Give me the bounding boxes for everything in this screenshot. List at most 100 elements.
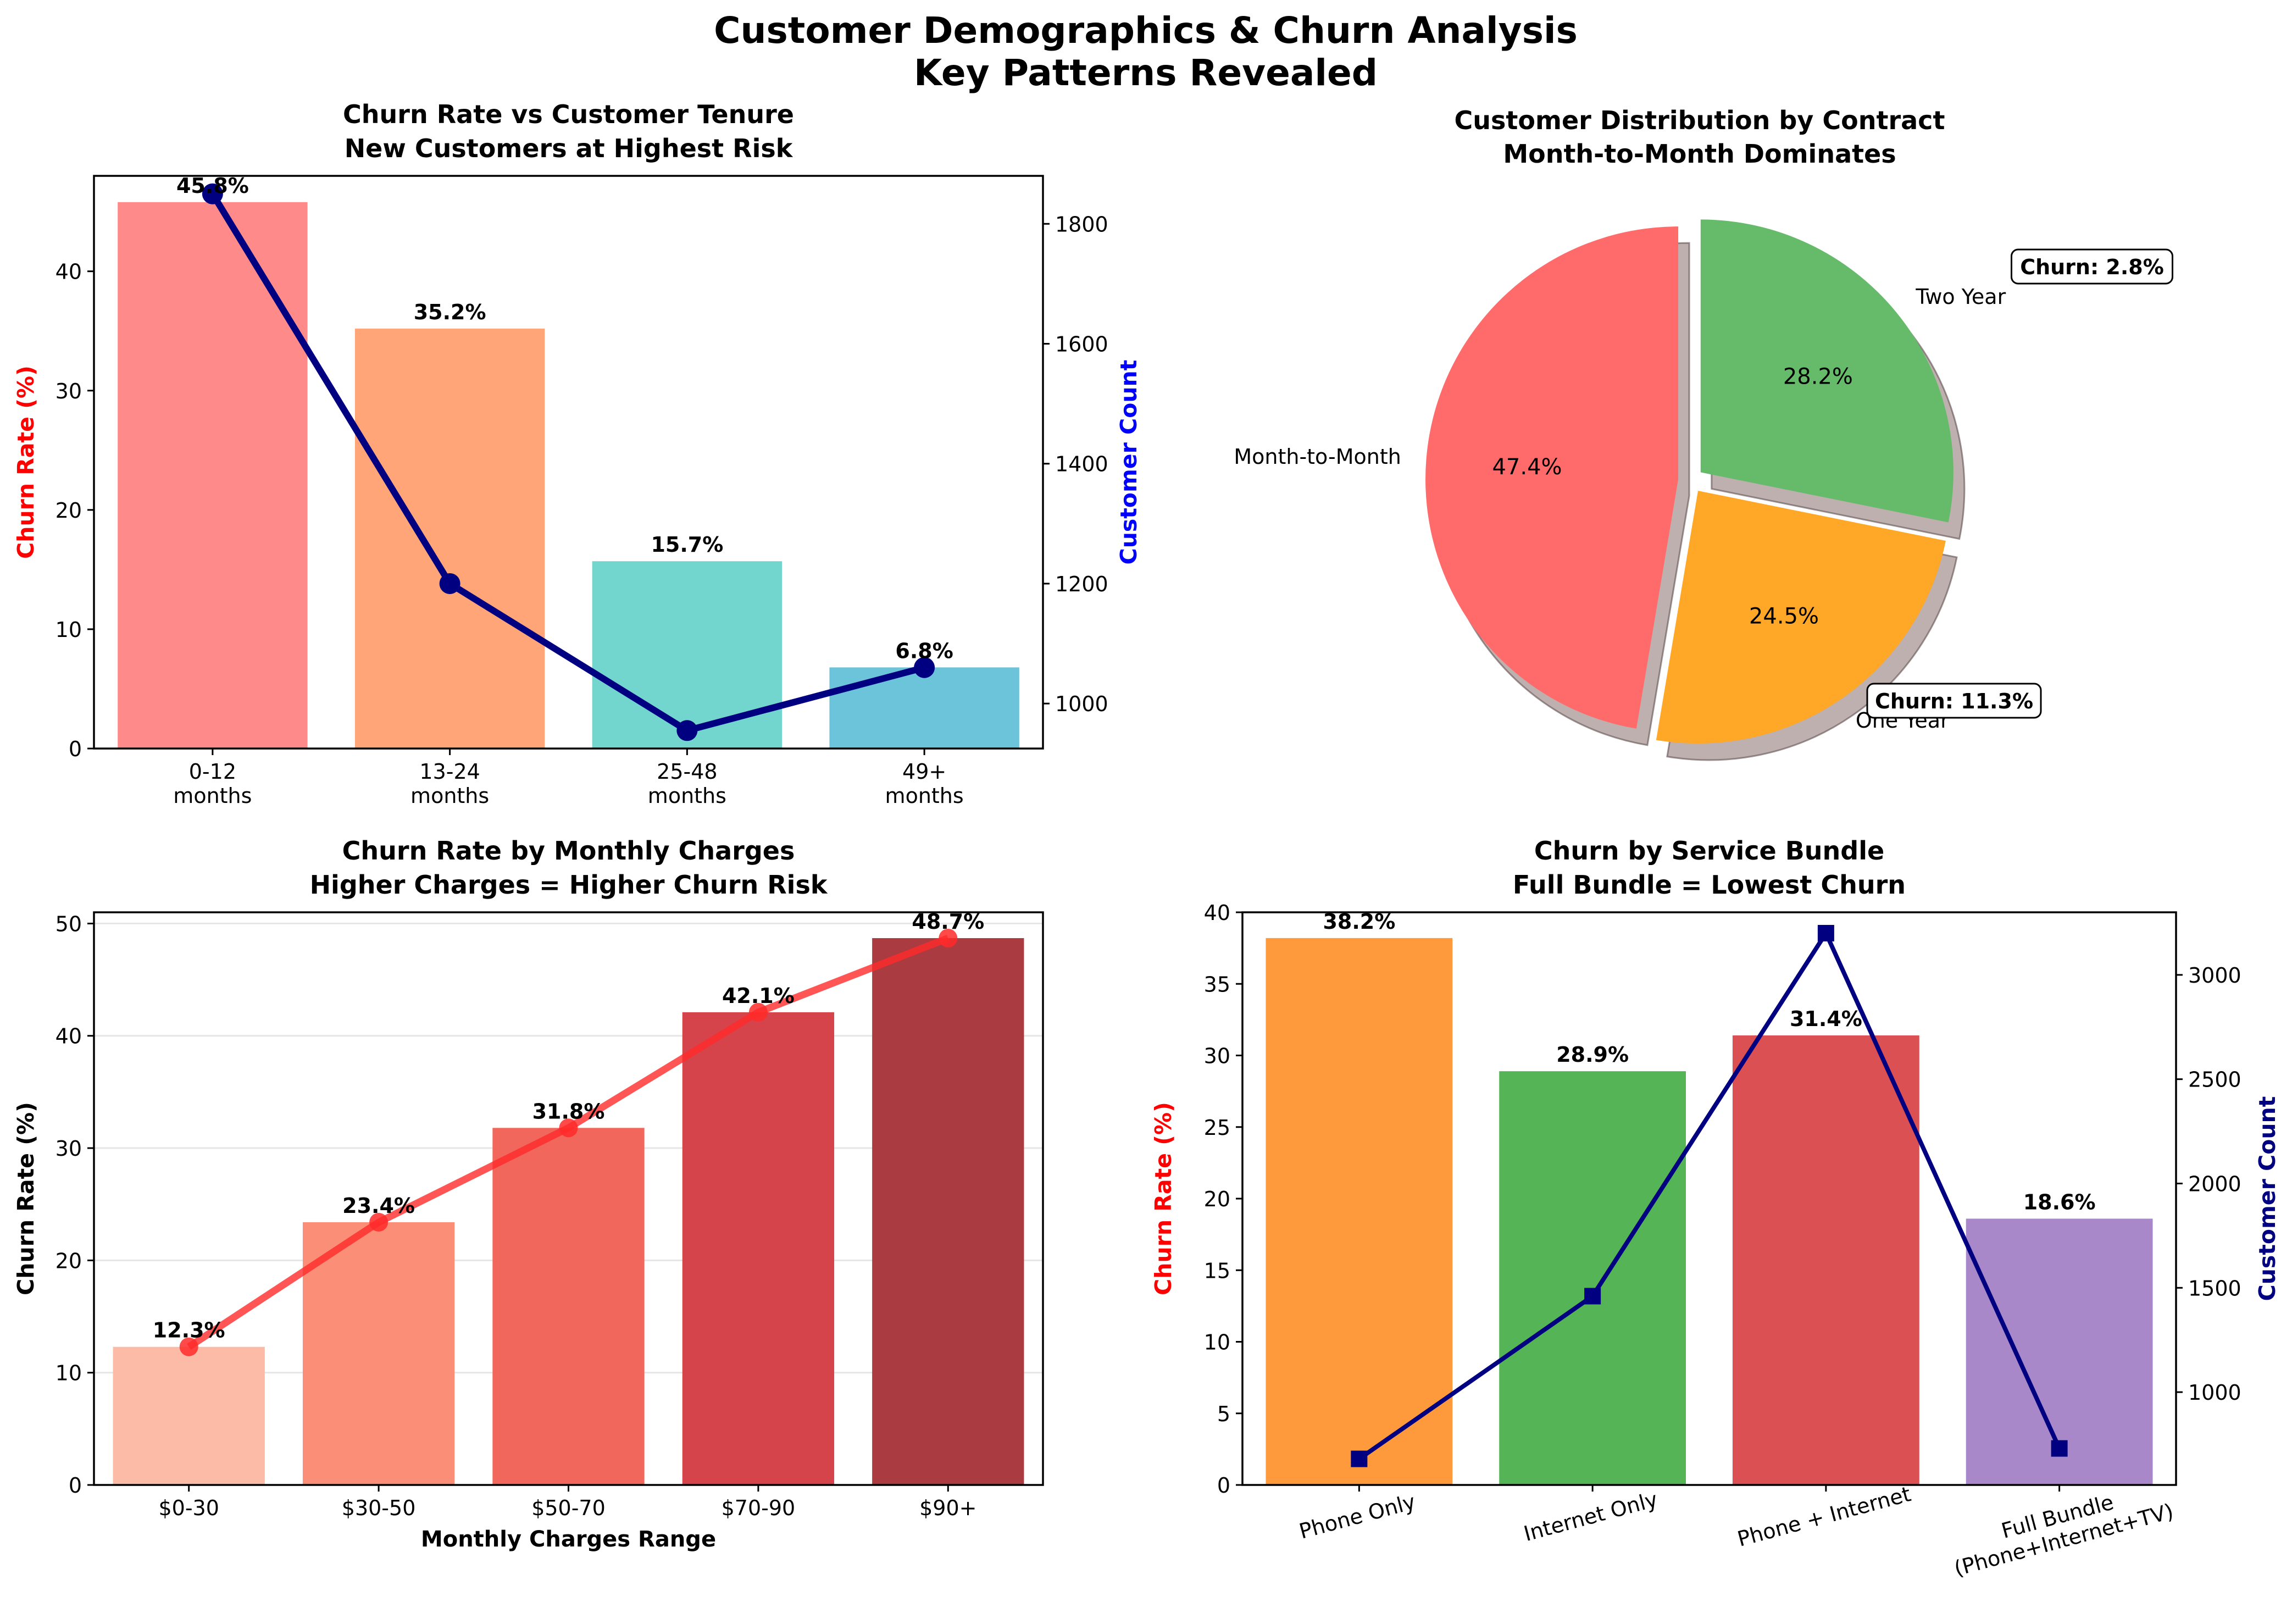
bar	[682, 1012, 835, 1485]
y2-tick-label: 1400	[1055, 452, 1108, 476]
pie-pct-label: 24.5%	[1749, 603, 1819, 629]
y-tick-label: 20	[56, 1249, 82, 1273]
bar	[302, 1222, 455, 1485]
chart-title-line1: Customer Distribution by Contract	[1455, 106, 1945, 135]
bar	[1732, 1035, 1919, 1485]
y-tick-label: 40	[56, 1024, 82, 1049]
y-tick-label: 20	[1204, 1187, 1230, 1211]
bar	[354, 328, 545, 749]
charges-chart-panel: Churn Rate by Monthly Charges Higher Char…	[13, 836, 1044, 1552]
bar	[118, 202, 308, 749]
bar-value-label: 42.1%	[722, 984, 795, 1008]
chart-title-line1: Churn Rate by Monthly Charges	[342, 836, 795, 866]
bar-value-label: 48.7%	[912, 910, 984, 934]
customer-count-point	[1584, 1288, 1601, 1305]
y2-tick-label: 1000	[1055, 692, 1108, 716]
chart-title-line2: New Customers at Highest Risk	[345, 134, 793, 163]
bar-value-label: 15.7%	[651, 533, 723, 557]
customer-count-line	[209, 192, 925, 734]
bar-value-label: 35.2%	[414, 300, 486, 324]
x-axis-label: Monthly Charges Range	[421, 1527, 716, 1552]
customer-count-point	[914, 657, 935, 678]
bar-value-label: 45.8%	[176, 174, 249, 198]
x-tick-label: $70-90	[722, 1496, 796, 1520]
x-tick-label: $30-50	[342, 1496, 416, 1520]
churn-annotation: Churn: 11.3%	[1875, 689, 2033, 713]
y2-tick-label: 1500	[2188, 1276, 2241, 1300]
churn-trend-point	[748, 1002, 768, 1022]
bar	[1499, 1071, 1686, 1485]
bar	[829, 667, 1019, 749]
y-tick-label: 10	[1204, 1331, 1230, 1355]
chart-title-line2: Higher Charges = Higher Churn Risk	[310, 870, 828, 900]
y2-tick-label: 2000	[2188, 1172, 2241, 1196]
chart-title-line2: Full Bundle = Lowest Churn	[1513, 870, 1906, 900]
x-tick-label: 25-48 months	[648, 760, 726, 808]
pie-slice	[1700, 219, 1954, 523]
y-tick-label: 10	[56, 1361, 82, 1385]
pie-slice-label: Month-to-Month	[1234, 445, 1401, 469]
y-axis-label: Churn Rate (%)	[13, 1102, 39, 1295]
secondary-y-axis-label: Customer Count	[2254, 1096, 2280, 1301]
customer-count-point	[2051, 1440, 2068, 1457]
bar-value-label: 38.2%	[1323, 910, 1395, 934]
x-tick-label: 0-12 months	[173, 760, 252, 808]
bar-value-label: 12.3%	[153, 1318, 225, 1343]
bar-value-label: 18.6%	[2023, 1190, 2096, 1214]
tenure-chart-panel: Churn Rate vs Customer Tenure New Custome…	[13, 99, 1142, 808]
y-tick-label: 0	[1217, 1473, 1230, 1498]
pie-slice	[1425, 226, 1679, 729]
pie-slice-label: Two Year	[1915, 285, 2006, 309]
y-tick-label: 5	[1217, 1402, 1230, 1426]
secondary-y-axis-label: Customer Count	[1116, 360, 1142, 565]
y-tick-label: 20	[56, 498, 82, 523]
figure-title-line2: Key Patterns Revealed	[914, 52, 1378, 94]
y2-tick-label: 1000	[2188, 1381, 2241, 1405]
y2-tick-label: 1600	[1055, 332, 1108, 357]
y-tick-label: 40	[56, 260, 82, 284]
pie-pct-label: 47.4%	[1492, 455, 1562, 480]
chart-title-line2: Month-to-Month Dominates	[1503, 139, 1896, 169]
bar	[592, 561, 783, 749]
y2-tick-label: 2500	[2188, 1068, 2241, 1092]
y-tick-label: 15	[1204, 1259, 1230, 1283]
churn-annotation-box	[2011, 248, 2173, 285]
bar	[492, 1128, 645, 1485]
churn-annotation: Churn: 2.8%	[2020, 255, 2164, 279]
churn-trend-point	[179, 1337, 198, 1356]
y2-tick-label: 3000	[2188, 963, 2241, 988]
figure-title-line1: Customer Demographics & Churn Analysis	[714, 9, 1578, 52]
y-tick-label: 30	[1204, 1044, 1230, 1068]
churn-trend-point	[369, 1212, 389, 1232]
x-tick-label: 49+ months	[885, 760, 964, 808]
plot-frame	[93, 175, 1044, 750]
y2-tick-label: 1800	[1055, 212, 1108, 236]
y-tick-label: 25	[1204, 1116, 1230, 1140]
customer-count-point	[676, 720, 698, 741]
y-axis-label: Churn Rate (%)	[13, 365, 39, 559]
bar	[1266, 938, 1453, 1485]
y-axis-label: Churn Rate (%)	[1150, 1102, 1176, 1295]
x-tick-label: $50-70	[531, 1496, 606, 1520]
bar-value-label: 28.9%	[1556, 1043, 1629, 1067]
chart-title-line1: Churn Rate vs Customer Tenure	[343, 99, 794, 129]
bar-value-label: 23.4%	[342, 1194, 415, 1218]
bar	[872, 938, 1024, 1485]
churn-trend-point	[559, 1118, 578, 1138]
x-tick-label: $0-30	[158, 1496, 219, 1520]
y-tick-label: 10	[56, 618, 82, 642]
y-tick-label: 0	[69, 1473, 82, 1498]
pie-pct-label: 28.2%	[1783, 364, 1853, 390]
y-tick-label: 40	[1204, 901, 1230, 925]
bar-value-label: 6.8%	[895, 639, 953, 663]
customer-count-line	[1358, 930, 2062, 1461]
y-tick-label: 50	[56, 912, 82, 936]
customer-count-point	[202, 183, 223, 204]
bar-value-label: 31.8%	[532, 1099, 605, 1123]
bar	[113, 1346, 265, 1485]
customer-count-point	[1817, 924, 1834, 941]
contract-pie-panel: Customer Distribution by Contract Month-t…	[1234, 106, 2173, 761]
churn-trend-point	[939, 928, 958, 947]
x-tick-label: $90+	[919, 1496, 976, 1520]
